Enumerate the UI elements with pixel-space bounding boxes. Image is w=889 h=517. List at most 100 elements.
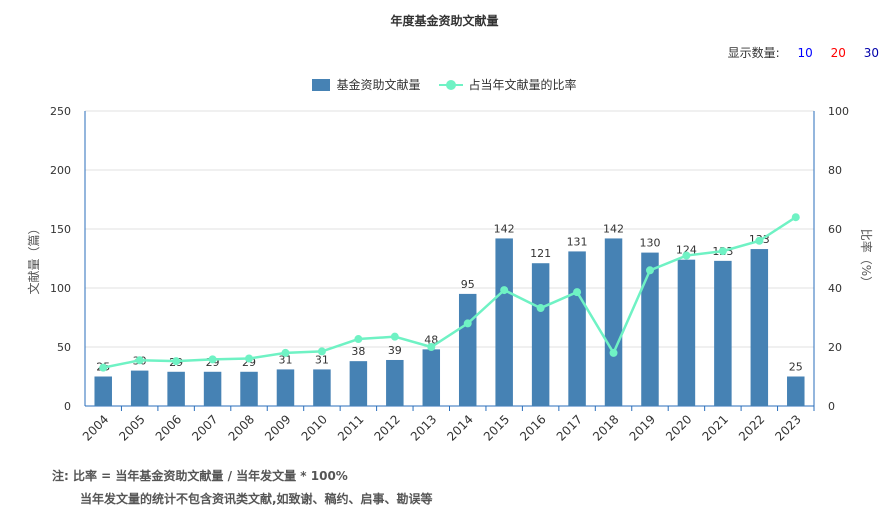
ratio-point (755, 236, 764, 245)
ratio-point (536, 304, 545, 313)
x-tick-label: 2014 (444, 412, 475, 443)
ratio-point (500, 286, 509, 295)
display-count-option-10[interactable]: 10 (797, 46, 813, 60)
display-count-label: 显示数量: (727, 46, 780, 60)
bar (313, 369, 331, 406)
x-tick-label: 2005 (116, 412, 147, 443)
legend-item-bar[interactable]: 基金资助文献量 (312, 76, 421, 93)
bar (386, 359, 404, 406)
bar-value-label: 31 (315, 353, 329, 366)
x-tick-label: 2018 (590, 412, 621, 443)
legend-item-line[interactable]: 占当年文献量的比率 (438, 76, 577, 93)
ratio-point (718, 247, 727, 256)
x-tick-label: 2020 (663, 412, 694, 443)
y-left-axis-title: 文献量（篇） (26, 222, 41, 294)
y-right-tick-label: 80 (828, 164, 842, 177)
ratio-point (645, 266, 654, 275)
display-count-option-20[interactable]: 20 (830, 46, 846, 60)
ratio-point (354, 335, 363, 344)
chart-legend: 基金资助文献量 占当年文献量的比率 (0, 76, 889, 93)
y-right-tick-label: 40 (828, 282, 842, 295)
y-left-tick-label: 150 (50, 223, 71, 236)
display-count-option-30[interactable]: 30 (863, 46, 879, 60)
legend-label-bar: 基金资助文献量 (336, 78, 421, 92)
bar (167, 371, 185, 406)
x-tick-label: 2010 (299, 412, 330, 443)
bar (94, 376, 112, 406)
x-tick-label: 2022 (736, 412, 767, 443)
ratio-point (172, 357, 181, 366)
ratio-point (281, 348, 290, 357)
bar (240, 371, 258, 406)
y-right-axis-title: 比率（%） (859, 229, 874, 288)
bar (604, 238, 623, 406)
line-swatch-icon (438, 79, 463, 91)
x-tick-label: 2009 (262, 412, 293, 443)
ratio-point (463, 319, 472, 328)
ratio-point (573, 288, 582, 297)
x-tick-label: 2015 (481, 412, 512, 443)
x-tick-label: 2021 (699, 412, 730, 443)
bar (495, 238, 513, 406)
ratio-point (427, 343, 436, 351)
x-tick-label: 2017 (554, 412, 585, 443)
x-tick-label: 2007 (189, 412, 220, 443)
x-tick-label: 2008 (226, 412, 257, 443)
bar (641, 252, 659, 406)
chart-title: 年度基金资助文献量 (390, 14, 499, 28)
bar-value-label: 142 (603, 222, 624, 235)
ratio-point (99, 363, 108, 372)
bar (203, 371, 222, 406)
note-line-1: 注: 比率 = 当年基金资助文献量 / 当年发文量 * 100% (52, 469, 348, 483)
bar (130, 370, 149, 406)
y-left-tick-label: 100 (50, 282, 71, 295)
note-line-2: 当年发文量的统计不包含资讯类文献,如致谢、稿约、启事、勘误等 (80, 492, 433, 506)
y-left-tick-label: 50 (57, 341, 71, 354)
ratio-point (245, 354, 254, 363)
bar-value-label: 31 (278, 353, 292, 366)
y-right-tick-label: 0 (828, 400, 835, 413)
bar-value-label: 131 (567, 235, 588, 248)
ratio-point (208, 355, 217, 364)
y-right-tick-label: 20 (828, 341, 842, 354)
bar-value-label: 121 (530, 247, 551, 260)
y-left-tick-label: 0 (64, 400, 71, 413)
x-tick-label: 2016 (517, 412, 548, 443)
bar-value-label: 38 (351, 345, 365, 358)
bar (787, 376, 805, 406)
x-tick-label: 2013 (408, 412, 439, 443)
x-tick-label: 2004 (80, 412, 111, 443)
ratio-line (102, 216, 797, 369)
legend-label-line: 占当年文献量的比率 (468, 78, 577, 92)
bar (349, 361, 368, 406)
x-tick-label: 2011 (335, 412, 366, 443)
bar (750, 249, 769, 406)
bar (422, 349, 441, 406)
x-tick-label: 2012 (371, 412, 402, 443)
bar (677, 259, 696, 406)
bar-value-label: 48 (424, 333, 438, 346)
bar-swatch-icon (312, 78, 331, 91)
y-left-tick-label: 200 (50, 164, 71, 177)
bar-value-label: 130 (639, 237, 660, 250)
display-count-selector: 显示数量: 10 20 30 (728, 44, 879, 61)
bar (458, 293, 477, 406)
ratio-point (390, 332, 399, 341)
ratio-point (682, 251, 691, 260)
y-right-tick-label: 100 (828, 105, 849, 118)
bar (714, 260, 732, 406)
ratio-point (317, 347, 326, 356)
ratio-point (135, 356, 144, 365)
x-tick-label: 2006 (153, 412, 184, 443)
bar-value-label: 95 (461, 278, 475, 291)
bar (568, 251, 586, 406)
x-tick-label: 2019 (627, 412, 658, 443)
x-tick-label: 2023 (772, 412, 803, 443)
bar (276, 369, 295, 406)
ratio-point (791, 213, 800, 222)
y-right-tick-label: 60 (828, 223, 842, 236)
bar-value-label: 124 (676, 244, 697, 257)
y-left-tick-label: 250 (50, 105, 71, 118)
bar (531, 263, 550, 406)
